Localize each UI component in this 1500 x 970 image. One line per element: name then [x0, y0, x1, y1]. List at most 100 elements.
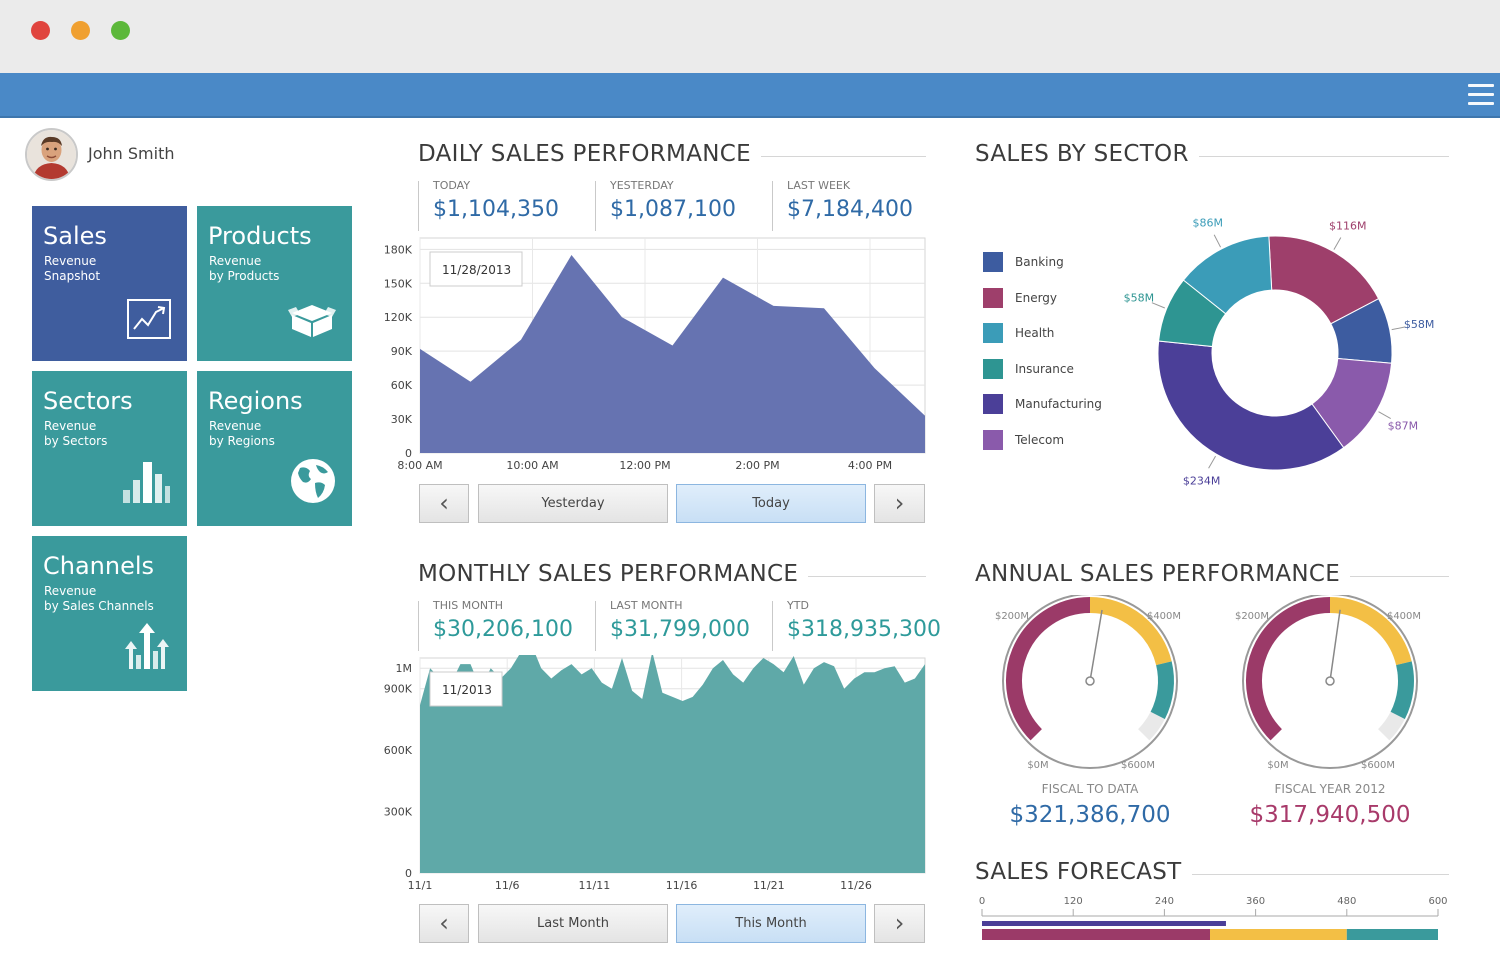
- gauge-band: [1390, 661, 1414, 720]
- tile-subtitle: Revenue by Sectors: [44, 419, 108, 448]
- legend-item: Manufacturing: [983, 394, 1102, 430]
- tile-regions[interactable]: Regions Revenue by Regions: [197, 371, 352, 526]
- legend-swatch: [983, 429, 1003, 450]
- minimize-window-icon[interactable]: [71, 21, 90, 40]
- x-tick-label: 4:00 PM: [848, 459, 892, 472]
- x-tick-label: 10:00 AM: [506, 459, 558, 472]
- date-badge-text: 11/28/2013: [442, 263, 511, 277]
- sector-donut-chart: $116M $58M $87M $234M $58M $86M: [1124, 216, 1435, 487]
- user-avatar-icon[interactable]: [25, 128, 78, 181]
- legend-label: Insurance: [1015, 361, 1074, 376]
- user-name: John Smith: [88, 144, 175, 163]
- daily-next-button[interactable]: ›: [874, 484, 925, 523]
- legend-swatch: [983, 394, 1003, 414]
- tile-sales[interactable]: Sales Revenue Snapshot: [32, 206, 187, 361]
- tile-channels[interactable]: Channels Revenue by Sales Channels: [32, 536, 187, 691]
- y-tick-label: 1M: [396, 662, 413, 675]
- close-window-icon[interactable]: [31, 21, 50, 40]
- tile-subtitle: Revenue by Regions: [209, 419, 275, 448]
- gauge-band: [1246, 597, 1331, 741]
- tile-title: Regions: [208, 387, 303, 415]
- gauge-tick-label: $0M: [1267, 760, 1288, 771]
- gauge-rim: [1242, 595, 1418, 769]
- gauge-tick-label: $200M: [995, 611, 1029, 622]
- legend-swatch: [983, 287, 1003, 308]
- forecast-tick-label: 480: [1337, 896, 1356, 907]
- gauge-hub: [1325, 676, 1335, 686]
- tile-products[interactable]: Products Revenue by Products: [197, 206, 352, 361]
- area-series: [420, 255, 925, 453]
- forecast-target-bar: [982, 921, 1226, 926]
- y-tick-label: 900K: [384, 683, 413, 696]
- kpi-last-week: LAST WEEK $7,184,400: [772, 179, 913, 231]
- gauge-band: [1137, 711, 1165, 741]
- y-tick-label: 60K: [391, 379, 413, 392]
- leader-line: [1378, 411, 1391, 419]
- legend-item: Energy: [983, 287, 1102, 324]
- gauge-band: [1089, 597, 1172, 666]
- last-month-button[interactable]: Last Month: [478, 904, 668, 943]
- x-tick-label: 12:00 PM: [619, 459, 670, 472]
- this-month-button[interactable]: This Month: [676, 904, 866, 943]
- slice-label: $87M: [1388, 419, 1419, 432]
- y-tick-label: 150K: [384, 277, 413, 290]
- line-chart-icon: [127, 299, 171, 343]
- donut-slice-health: [1182, 235, 1273, 315]
- x-tick-label: 11/6: [495, 879, 520, 892]
- tile-sectors[interactable]: Sectors Revenue by Sectors: [32, 371, 187, 526]
- x-tick-label: 11/1: [408, 879, 433, 892]
- y-tick-label: 180K: [384, 243, 413, 256]
- gauge-band: [1150, 661, 1174, 720]
- gauge-tick-label: $400M: [1387, 611, 1421, 622]
- kpi-last-month: LAST MONTH $31,799,000: [595, 599, 750, 651]
- forecast-bullet-chart: 0 120 240 360 480 600: [979, 896, 1448, 940]
- bar-chart-icon: [121, 460, 171, 508]
- kpi-today: TODAY $1,104,350: [418, 179, 559, 231]
- gauge-value: $321,386,700: [1009, 802, 1171, 828]
- leader-line: [1333, 237, 1342, 250]
- gauge-hub: [1085, 676, 1095, 686]
- yesterday-button[interactable]: Yesterday: [478, 484, 668, 523]
- today-button[interactable]: Today: [676, 484, 866, 523]
- daily-prev-button[interactable]: ‹: [419, 484, 469, 523]
- legend-item: Health: [983, 323, 1102, 359]
- section-divider: [975, 874, 1449, 875]
- daily-area-chart: 0 30K 60K 90K 120K 150K 180K 8:00 AM 10:00 AM 12:…: [384, 237, 926, 472]
- sector-legend: Banking Energy Health Insurance Manufacturin…: [983, 252, 1102, 465]
- tile-subtitle: Revenue Snapshot: [44, 254, 101, 283]
- monthly-next-button[interactable]: ›: [874, 904, 925, 943]
- kpi-yesterday: YESTERDAY $1,087,100: [595, 179, 736, 231]
- slice-label: $58M: [1124, 291, 1155, 304]
- hamburger-menu-icon[interactable]: [1468, 84, 1494, 106]
- gauge-band: [1377, 711, 1405, 741]
- x-tick-label: 11/11: [579, 879, 611, 892]
- y-tick-label: 600K: [384, 744, 413, 757]
- forecast-band: [1346, 929, 1438, 940]
- legend-label: Health: [1015, 326, 1055, 340]
- y-tick-label: 90K: [391, 345, 413, 358]
- gauge-tick-label: $600M: [1121, 760, 1155, 771]
- tile-title: Sectors: [43, 387, 133, 415]
- x-tick-label: 8:00 AM: [397, 459, 442, 472]
- donut-slice-manufacturing: [1157, 340, 1345, 471]
- monthly-prev-button[interactable]: ‹: [419, 904, 469, 943]
- forecast-tick-label: 600: [1428, 896, 1447, 907]
- monthly-area-chart: 0 300K 600K 900K 1M 11/1 11/6 11/11 11/16 11/21 11…: [384, 655, 926, 892]
- leader-line: [1391, 326, 1406, 331]
- date-badge-box: [429, 251, 523, 287]
- app-header-bar: [0, 73, 1500, 118]
- maximize-window-icon[interactable]: [111, 21, 130, 40]
- leader-line: [1151, 302, 1166, 309]
- fiscal-year-2012-gauge: $200M $400M $0M $600M: [1235, 595, 1421, 771]
- tile-subtitle: Revenue by Products: [209, 254, 280, 283]
- legend-label: Energy: [1015, 290, 1058, 305]
- gauge-caption: FISCAL YEAR 2012: [1274, 782, 1386, 796]
- date-badge: 11/2013: [429, 671, 503, 707]
- leader-line: [1213, 234, 1222, 248]
- section-divider: [975, 156, 1449, 157]
- gauge-value: $317,940,500: [1249, 802, 1411, 828]
- slice-label: $86M: [1192, 216, 1223, 229]
- forecast-band: [982, 929, 1210, 940]
- kpi-this-month: THIS MONTH $30,206,100: [418, 599, 573, 651]
- annual-title: ANNUAL SALES PERFORMANCE: [975, 561, 1351, 587]
